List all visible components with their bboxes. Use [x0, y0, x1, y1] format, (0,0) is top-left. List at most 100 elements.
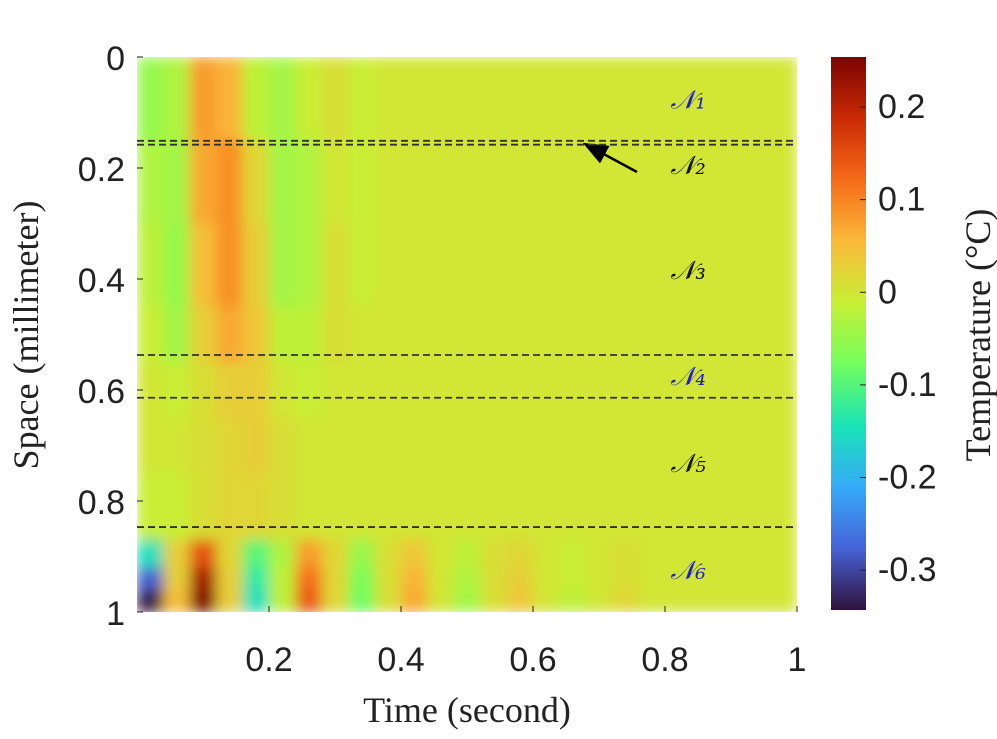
heat-cell	[427, 539, 455, 569]
heat-cell	[137, 223, 164, 308]
heat-cell	[401, 140, 428, 224]
heat-cell	[453, 57, 481, 141]
heat-cell	[691, 223, 719, 308]
heat-cell	[374, 362, 402, 419]
heat-cell	[717, 589, 745, 612]
heat-cell	[269, 362, 296, 419]
heat-cell	[612, 567, 640, 591]
heat-cell	[533, 539, 560, 569]
heat-cell	[612, 57, 640, 141]
heat-cell	[559, 140, 587, 224]
heat-cell	[216, 140, 244, 224]
heat-cell	[533, 567, 560, 591]
heat-cell	[691, 362, 719, 419]
heat-cell	[163, 539, 191, 569]
heat-cell	[559, 539, 587, 569]
heat-cell	[401, 223, 428, 308]
heat-cell	[770, 539, 797, 569]
heat-cell	[453, 539, 481, 569]
heat-cell	[612, 362, 640, 419]
heat-cell	[189, 589, 217, 612]
x-tick-label: 0.4	[377, 641, 424, 679]
heat-cell	[401, 306, 428, 363]
heat-cell	[559, 306, 587, 363]
heat-cell	[295, 223, 323, 308]
heat-cell	[321, 539, 349, 569]
heat-cell	[533, 473, 560, 541]
heat-cell	[348, 57, 376, 141]
heat-cell	[533, 306, 560, 363]
heat-cell	[269, 140, 296, 224]
heat-cell	[137, 567, 164, 591]
heat-cell	[691, 473, 719, 541]
heat-cell	[638, 567, 666, 591]
heat-cell	[585, 362, 613, 419]
heat-cell	[137, 306, 164, 363]
heat-cell	[612, 417, 640, 474]
heat-cell	[137, 57, 164, 141]
heat-cell	[269, 539, 296, 569]
heat-cell	[717, 140, 745, 224]
heat-cell	[638, 417, 666, 474]
heat-cell	[295, 362, 323, 419]
heat-cell	[321, 57, 349, 141]
heat-cell	[506, 362, 534, 419]
heatmap	[137, 57, 797, 612]
heat-cell	[638, 140, 666, 224]
heat-cell	[691, 539, 719, 569]
heat-cell	[242, 140, 270, 224]
heat-cell	[480, 306, 508, 363]
heat-cell	[401, 589, 428, 612]
heat-cell	[744, 539, 772, 569]
heat-cell	[295, 539, 323, 569]
heat-cell	[612, 306, 640, 363]
heat-cell	[717, 362, 745, 419]
heat-cell	[691, 306, 719, 363]
heat-cell	[453, 223, 481, 308]
heat-cell	[348, 223, 376, 308]
heat-cell	[189, 306, 217, 363]
heat-cell	[665, 57, 692, 141]
heat-cell	[374, 223, 402, 308]
heat-cell	[533, 417, 560, 474]
heat-cell	[691, 57, 719, 141]
heat-cell	[321, 306, 349, 363]
heat-cell	[744, 223, 772, 308]
heat-cell	[321, 140, 349, 224]
heat-cell	[295, 417, 323, 474]
colorbar-title: Temperature (°C)	[958, 209, 997, 462]
colorbar-tick-label: 0.1	[878, 181, 925, 219]
heat-cell	[480, 473, 508, 541]
arrow	[582, 142, 638, 174]
heat-cell	[216, 589, 244, 612]
heat-cell	[374, 589, 402, 612]
heat-cell	[427, 140, 455, 224]
heat-cell	[348, 567, 376, 591]
heat-cell	[665, 140, 692, 224]
region-label: 𝒩₁	[670, 85, 705, 115]
heat-cell	[427, 223, 455, 308]
heat-cell	[321, 223, 349, 308]
heat-cell	[453, 473, 481, 541]
heat-cell	[242, 362, 270, 419]
heat-cell	[242, 223, 270, 308]
heat-cell	[348, 417, 376, 474]
heat-cell	[348, 589, 376, 612]
heat-cell	[401, 473, 428, 541]
heat-cell	[717, 57, 745, 141]
heat-cell	[559, 362, 587, 419]
heat-cell	[480, 362, 508, 419]
heat-cell	[665, 567, 692, 591]
heat-cell	[163, 140, 191, 224]
heat-cell	[321, 473, 349, 541]
heat-cell	[189, 417, 217, 474]
heat-cell	[163, 567, 191, 591]
region-label: 𝒩₆	[670, 556, 705, 586]
heat-cell	[744, 473, 772, 541]
heat-cell	[216, 362, 244, 419]
region-label: 𝒩₃	[670, 256, 705, 286]
heat-cell	[506, 417, 534, 474]
heat-cell	[559, 567, 587, 591]
heat-cell	[242, 589, 270, 612]
